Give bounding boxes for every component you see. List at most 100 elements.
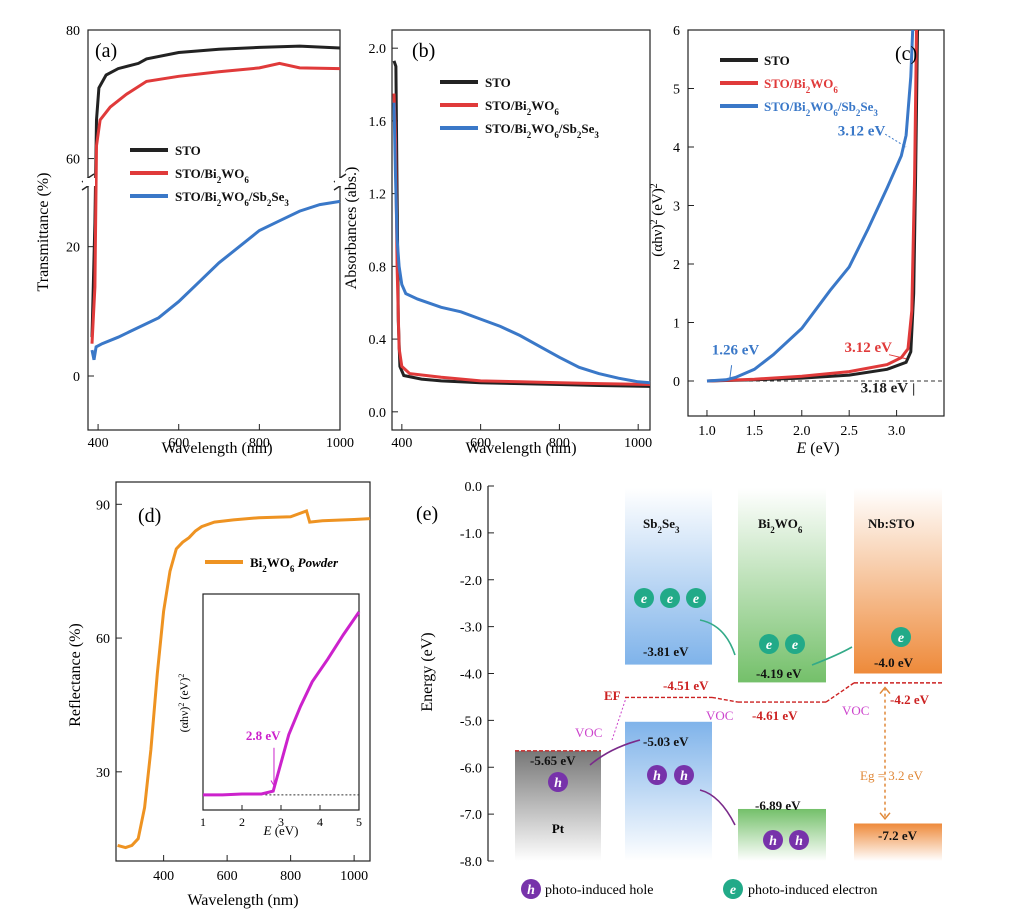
panel-e-label: (e): [416, 503, 438, 525]
inset-x-tick-label: 2: [239, 815, 245, 829]
y-tick-label-b: 1.6: [369, 115, 387, 130]
x-tick-label-b: 400: [391, 436, 412, 451]
panel-e-ylabel: Energy (eV): [419, 632, 436, 711]
panel-b: 400 600 800 1000 0.0 0.4 0.8 1.2 1.6 2.0 STO STO/Bi…: [343, 29, 652, 457]
hole-pt-text: h: [554, 776, 562, 791]
inset-frame: [202, 593, 360, 811]
value-bi2wo6-vb: -6.89 eV: [755, 798, 801, 813]
legend-hole-label: photo-induced hole: [545, 883, 653, 898]
fermi-link-2: [825, 682, 855, 703]
panel-c: 1.0 1.5 2.0 2.5 3.0 0 1 2 3 4 5 6 STO STO/Bi2WO6 STO/B…: [649, 24, 945, 457]
inset-annotation-arrowhead: [270, 780, 278, 787]
label-pt: Pt: [552, 821, 565, 836]
y-tick-label-d: 30: [96, 766, 110, 781]
annotation-c-pointer-1: [729, 365, 733, 380]
label-eg: Eg = 3.2 eV: [860, 768, 924, 783]
y-tick-label-c: 3: [673, 200, 680, 215]
panel-b-frame: [391, 29, 651, 431]
sb2se3-cb-block: [625, 488, 712, 665]
hole-sb-1-text: h: [653, 769, 661, 784]
value-sb2se3-vb: -5.03 eV: [643, 734, 689, 749]
electron-transfer-arrow-1: [699, 619, 736, 656]
y-tick-label-b: 2.0: [369, 42, 387, 57]
sb2se3-vb-block: [625, 721, 712, 861]
hole-sb-2-text: h: [680, 769, 688, 784]
y-tick-label-e: -1.0: [460, 527, 482, 542]
y-tick-label-e: -7.0: [460, 808, 482, 823]
label-voc-1: VOC: [575, 725, 602, 740]
y-tick-label-e: -4.0: [460, 668, 482, 683]
annotation-c-1: 1.26 eV: [712, 343, 760, 359]
fermi-link-1: [711, 696, 739, 703]
y-tick-label-c: 1: [673, 317, 680, 332]
series-a-0: [90, 44, 341, 338]
label-voc-3: VOC: [842, 703, 869, 718]
panel-a-ylabel: Transmittance (%): [35, 173, 52, 292]
legend-b-label-1: STO/Bi2WO6: [485, 98, 559, 117]
y-tick-label-c: 2: [673, 258, 680, 273]
annotation-c-pointer-0: [884, 133, 907, 148]
annotation-c-pointer-2: [888, 354, 907, 360]
y-tick-label-a: 0: [73, 370, 80, 385]
inset-series: [203, 611, 361, 797]
series-b-1: [392, 93, 651, 386]
legend-hole-icon-text: h: [527, 883, 535, 898]
panel-d-frame: [115, 481, 371, 862]
legend-a-label-2: STO/Bi2WO6/Sb2Se3: [175, 189, 289, 208]
annotation-c-2: 3.12 eV: [844, 340, 892, 356]
y-tick-label-c: 4: [673, 141, 680, 156]
hole-transfer-arrow-2: [589, 739, 641, 766]
inset-x-tick-label: 5: [356, 815, 362, 829]
value-nbsto-cb: -4.0 eV: [874, 655, 914, 670]
series-c-1: [706, 29, 918, 383]
label-voc-2: VOC: [706, 708, 733, 723]
series-a-2: [90, 199, 341, 361]
value-ef-bi2wo6: -4.61 eV: [752, 708, 798, 723]
panel-a-frame: [87, 29, 341, 431]
y-tick-label-c: 0: [673, 375, 680, 390]
nbsto-vb-block: [854, 823, 942, 861]
series-c-2: [706, 29, 915, 383]
y-tick-label-b: 0.4: [369, 333, 387, 348]
legend-b-label-2: STO/Bi2WO6/Sb2Se3: [485, 121, 599, 140]
x-tick-label-d: 1000: [340, 869, 368, 884]
inset-x-tick-label: 1: [200, 815, 206, 829]
x-tick-label-b: 800: [549, 436, 570, 451]
legend-electron-icon-circle: [723, 879, 743, 899]
legend-hole-icon-circle: [521, 879, 541, 899]
x-tick-label-a: 600: [168, 436, 189, 451]
y-tick-label-e: -3.0: [460, 621, 482, 636]
label-nbsto: Nb:STO: [868, 516, 915, 531]
legend-c-label-0: STO: [764, 53, 790, 68]
panel-c-xlabel: E (eV): [795, 440, 839, 457]
y-tick-label-d: 90: [96, 498, 110, 513]
inset-x-tick-label: 3: [278, 815, 284, 829]
y-tick-label-b: 0.8: [369, 260, 387, 275]
y-tick-label-d: 60: [96, 632, 110, 647]
x-tick-label-a: 1000: [326, 436, 354, 451]
x-tick-label-a: 400: [88, 436, 109, 451]
electron-bwo-1-circle: [759, 634, 779, 654]
panel-d-xlabel: Wavelength (nm): [187, 892, 298, 909]
panel-c-label: (c): [895, 43, 917, 65]
x-tick-label-c: 2.5: [840, 424, 858, 439]
bi2wo6-vb-block: [738, 808, 826, 861]
label-ef: EF: [604, 688, 621, 703]
label-sb2se3: Sb2Se3: [643, 516, 680, 535]
value-bi2wo6-cb: -4.19 eV: [756, 666, 802, 681]
x-tick-label-d: 400: [153, 869, 174, 884]
x-tick-label-b: 1000: [624, 436, 652, 451]
legend-electron-label: photo-induced electron: [748, 883, 877, 898]
hole-sb-2-circle: [674, 765, 694, 785]
electron-sb-2-text: e: [667, 592, 673, 607]
y-tick-label-e: -5.0: [460, 714, 482, 729]
y-tick-label-e: 0.0: [465, 480, 483, 495]
electron-bwo-2-text: e: [792, 638, 798, 653]
series-b-2: [392, 102, 651, 385]
x-tick-label-c: 3.0: [888, 424, 906, 439]
x-tick-label-a: 800: [249, 436, 270, 451]
hole-sb-1-circle: [647, 765, 667, 785]
panel-c-frame: [687, 29, 945, 417]
